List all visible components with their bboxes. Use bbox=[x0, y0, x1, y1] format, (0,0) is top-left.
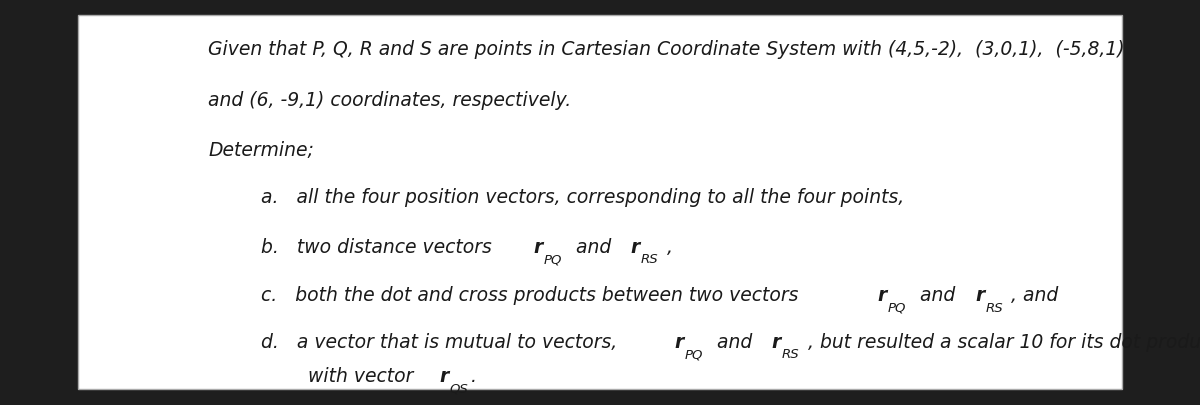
Text: RS: RS bbox=[782, 347, 799, 360]
Text: a.   all the four position vectors, corresponding to all the four points,: a. all the four position vectors, corres… bbox=[260, 188, 904, 207]
Text: RS: RS bbox=[641, 252, 659, 266]
Text: r: r bbox=[439, 366, 449, 385]
Text: b.   two distance vectors: b. two distance vectors bbox=[260, 237, 504, 256]
Text: PQ: PQ bbox=[684, 347, 703, 360]
Text: and: and bbox=[706, 332, 764, 351]
Text: PQ: PQ bbox=[544, 252, 562, 266]
Text: Determine;: Determine; bbox=[209, 141, 314, 160]
FancyBboxPatch shape bbox=[78, 16, 1122, 389]
Text: .: . bbox=[470, 366, 476, 385]
Text: d.   a vector that is mutual to vectors,: d. a vector that is mutual to vectors, bbox=[260, 332, 629, 351]
Text: r: r bbox=[772, 332, 781, 351]
Text: QS: QS bbox=[450, 381, 468, 394]
Text: with vector: with vector bbox=[307, 366, 425, 385]
Text: r: r bbox=[877, 286, 887, 305]
Text: and: and bbox=[564, 237, 624, 256]
Text: RS: RS bbox=[985, 301, 1003, 314]
Text: , but resulted a scalar 10 for its dot product: , but resulted a scalar 10 for its dot p… bbox=[802, 332, 1200, 351]
Text: , and: , and bbox=[1006, 286, 1058, 305]
Text: r: r bbox=[631, 237, 640, 256]
Text: and (6, -9,1) coordinates, respectively.: and (6, -9,1) coordinates, respectively. bbox=[209, 91, 571, 110]
Text: r: r bbox=[674, 332, 683, 351]
Text: and: and bbox=[908, 286, 967, 305]
Text: ,: , bbox=[661, 237, 673, 256]
Text: r: r bbox=[974, 286, 984, 305]
Text: r: r bbox=[533, 237, 542, 256]
Text: Given that P, Q, R and S are points in Cartesian Coordinate System with (4,5,-2): Given that P, Q, R and S are points in C… bbox=[209, 40, 1126, 59]
Text: c.   both the dot and cross products between two vectors: c. both the dot and cross products betwe… bbox=[260, 286, 810, 305]
Text: PQ: PQ bbox=[888, 301, 906, 314]
